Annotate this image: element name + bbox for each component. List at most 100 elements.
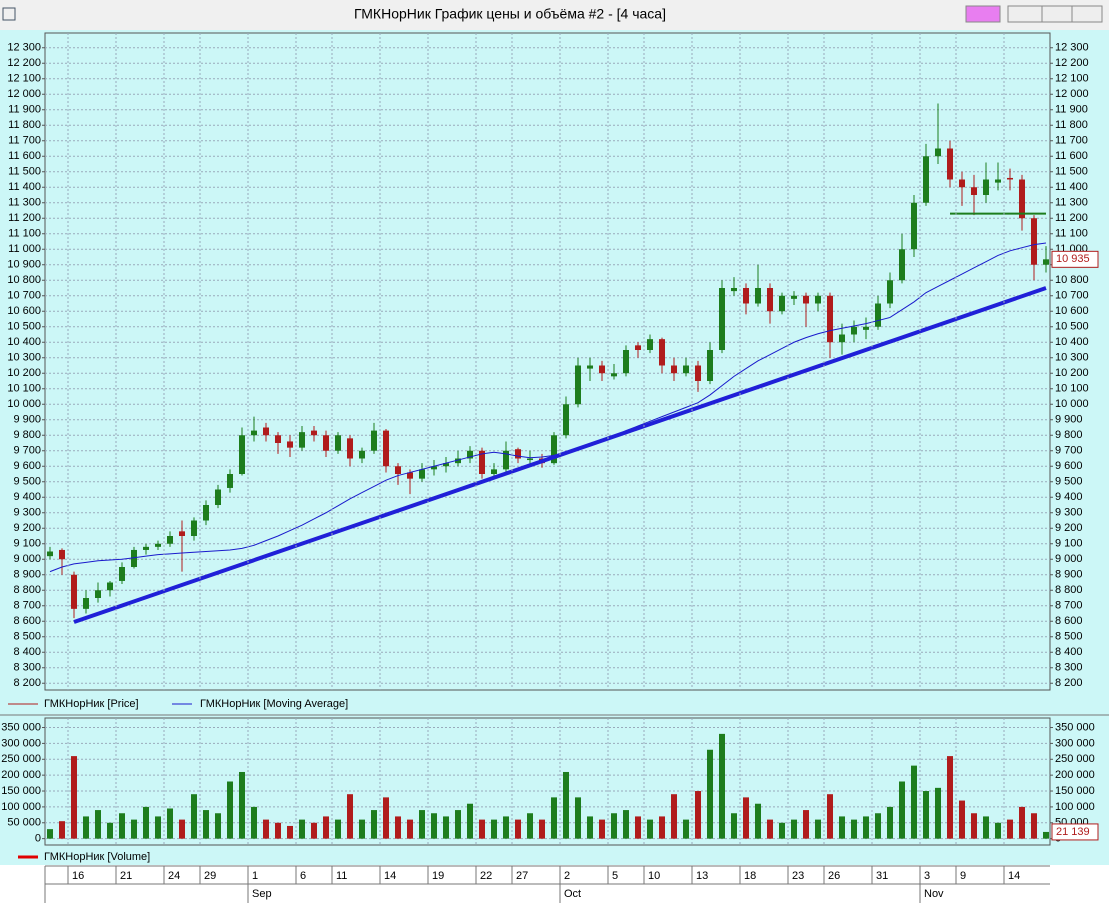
- y2-tick-label: 11 400: [1055, 181, 1088, 193]
- volume-bar: [983, 816, 989, 839]
- date-label: 26: [828, 870, 840, 882]
- candle-body: [791, 295, 797, 299]
- candle-body: [1007, 177, 1013, 180]
- volume-bar: [791, 819, 797, 839]
- y-tick-label: 8 600: [13, 615, 41, 627]
- volume-bar: [59, 821, 65, 839]
- candle-body: [959, 179, 965, 188]
- volume-bar: [599, 819, 605, 839]
- candle-body: [47, 551, 53, 557]
- candle-body: [623, 350, 629, 374]
- candle-body: [479, 450, 485, 474]
- legend-price: ГМКНорНик [Price]: [44, 698, 139, 710]
- y-tick-label: 9 100: [13, 538, 41, 550]
- candle-body: [95, 590, 101, 598]
- y-tick-label: 10 100: [7, 383, 41, 395]
- candle-body: [527, 458, 533, 461]
- date-label: 14: [1008, 870, 1020, 882]
- y2-tick-label: 350 000: [1055, 721, 1095, 733]
- y2-tick-label: 8 600: [1055, 615, 1083, 627]
- volume-bar: [311, 822, 317, 839]
- volume-bar: [503, 816, 509, 839]
- volume-bar: [1007, 819, 1013, 839]
- y-tick-label: 10 200: [7, 367, 41, 379]
- y-tick-label: 9 700: [13, 445, 41, 457]
- last-price-box: [1051, 250, 1099, 268]
- y-tick-label: 11 200: [8, 212, 41, 224]
- y2-tick-label: 300 000: [1055, 737, 1095, 749]
- volume-bar: [647, 819, 653, 839]
- y-tick-label: 12 100: [7, 73, 41, 85]
- y-tick-label: 11 300: [8, 197, 41, 209]
- y-tick-label: 11 400: [8, 181, 41, 193]
- y-tick-label: 10 300: [7, 352, 41, 364]
- y2-tick-label: 11 300: [1055, 197, 1088, 209]
- date-label: 6: [300, 870, 306, 882]
- last-price-label: 10 935: [1056, 253, 1090, 265]
- candle-body: [647, 339, 653, 350]
- month-label: Oct: [564, 888, 581, 900]
- price-plot: [44, 32, 1051, 691]
- link-button[interactable]: [965, 5, 1001, 23]
- candle-body: [707, 350, 713, 381]
- volume-bar: [947, 756, 953, 839]
- volume-bar: [767, 819, 773, 839]
- date-label: 10: [648, 870, 660, 882]
- candle-body: [839, 334, 845, 343]
- volume-bar: [443, 816, 449, 839]
- last-volume-label: 21 139: [1056, 826, 1090, 838]
- y-tick-label: 9 600: [13, 460, 41, 472]
- moving-average: [49, 242, 1047, 573]
- y2-tick-label: 10 800: [1055, 274, 1089, 286]
- candle-body: [443, 463, 449, 467]
- candle-body: [287, 441, 293, 448]
- y-tick-label: 8 300: [13, 662, 41, 674]
- candle-body: [635, 345, 641, 350]
- y2-tick-label: 11 200: [1055, 212, 1088, 224]
- y-tick-label: 8 800: [13, 584, 41, 596]
- volume-bar: [131, 819, 137, 839]
- volume-bar: [923, 791, 929, 839]
- y2-tick-label: 10 000: [1055, 398, 1089, 410]
- candle-body: [191, 520, 197, 536]
- y2-tick-label: 8 300: [1055, 662, 1083, 674]
- candle-body: [467, 450, 473, 459]
- date-label: 18: [744, 870, 756, 882]
- y-tick-label: 11 800: [8, 119, 41, 131]
- date-label: 19: [432, 870, 444, 882]
- y2-tick-label: 9 000: [1055, 553, 1083, 565]
- close-button[interactable]: [1071, 5, 1103, 23]
- minimize-button[interactable]: [1007, 5, 1043, 23]
- y-tick-label: 200 000: [1, 769, 41, 781]
- candle-body: [83, 598, 89, 609]
- candle-body: [767, 288, 773, 312]
- candle-body: [911, 202, 917, 250]
- candle-body: [947, 148, 953, 180]
- candle-body: [179, 531, 185, 536]
- volume-bar: [455, 810, 461, 839]
- candle-body: [983, 179, 989, 195]
- y2-tick-label: 9 500: [1055, 476, 1083, 488]
- date-label: 3: [924, 870, 930, 882]
- y-tick-label: 8 500: [13, 631, 41, 643]
- y-tick-label: 11 100: [8, 228, 41, 240]
- month-label: Nov: [924, 888, 944, 900]
- candle-body: [335, 435, 341, 451]
- volume-bar: [395, 816, 401, 839]
- y-tick-label: 10 700: [7, 290, 41, 302]
- volume-bar: [335, 819, 341, 839]
- volume-bar: [731, 813, 737, 839]
- volume-bar: [611, 813, 617, 839]
- y-tick-label: 11 000: [8, 243, 41, 255]
- y-tick-label: 9 200: [13, 522, 41, 534]
- y-tick-label: 10 400: [7, 336, 41, 348]
- date-label: 24: [168, 870, 180, 882]
- maximize-button[interactable]: [1041, 5, 1073, 23]
- volume-bar: [551, 797, 557, 839]
- candle-body: [659, 339, 665, 366]
- y2-tick-label: 8 500: [1055, 631, 1083, 643]
- volume-bar: [971, 813, 977, 839]
- date-label: 16: [72, 870, 84, 882]
- candle-body: [143, 546, 149, 550]
- y2-tick-label: 9 200: [1055, 522, 1083, 534]
